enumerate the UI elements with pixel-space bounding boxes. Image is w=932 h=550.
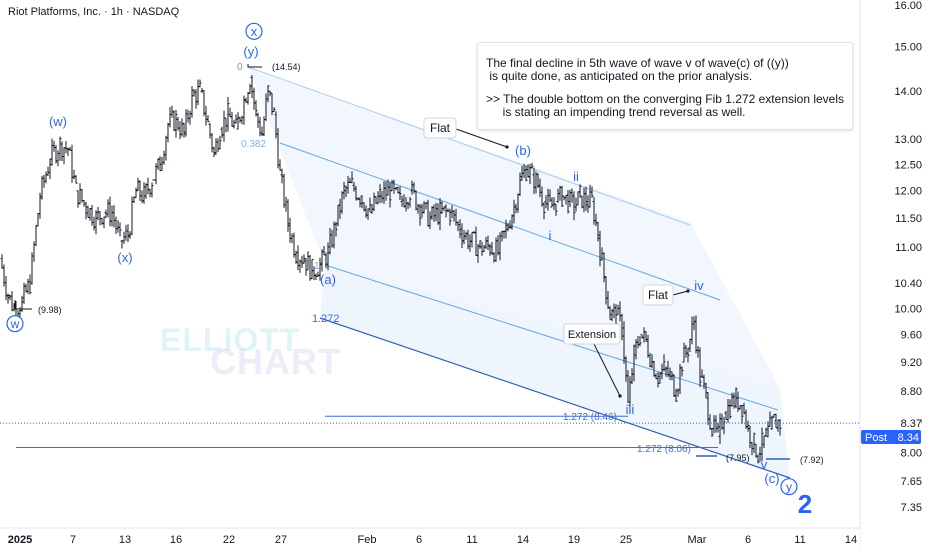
last-price-badge bbox=[861, 416, 921, 431]
wave-circle bbox=[245, 22, 263, 40]
note-line-3: >> The double bottom on the converging F… bbox=[486, 92, 845, 106]
callout-text: Flat bbox=[648, 288, 669, 302]
callout-box bbox=[642, 284, 674, 306]
fib-label: 1 bbox=[314, 261, 320, 272]
chart-title: Riot Platforms, Inc. · 1h · NASDAQ bbox=[8, 6, 180, 18]
candles-layer bbox=[0, 75, 782, 464]
callout-pointer bbox=[593, 343, 621, 397]
fib-label: 1.272 bbox=[312, 313, 340, 325]
x-tick-label: 6 bbox=[416, 534, 422, 546]
labels-layer: w(w)(x)x(y)(a)(b)iiiiiiivv(c)y2FlatFlatE… bbox=[6, 22, 812, 519]
levels-layer: (14.54) (9.98) (7.95) (7.92) 0 0.382 1 1.272 1.2… bbox=[0, 62, 860, 465]
x-tick-label: 22 bbox=[223, 534, 235, 546]
x-tick-label: 13 bbox=[119, 534, 131, 546]
wave-label: 2 bbox=[798, 489, 812, 519]
last-price-label: 8.37 bbox=[901, 418, 922, 430]
callout-pointer bbox=[672, 290, 689, 296]
x-tick-label: 19 bbox=[568, 534, 580, 546]
y-tick-label: 14.00 bbox=[894, 86, 922, 98]
callout-box bbox=[423, 117, 457, 139]
y-tick-label: 10.00 bbox=[894, 303, 922, 315]
x-tick-label: Mar bbox=[688, 534, 707, 546]
x-tick-label: 11 bbox=[794, 534, 805, 546]
y-tick-label: 12.00 bbox=[894, 186, 922, 198]
channel-line-base bbox=[324, 264, 779, 411]
level-bracket-998 bbox=[14, 300, 32, 310]
y-tick-label: 15.00 bbox=[894, 42, 922, 54]
wave-label: (w) bbox=[49, 114, 67, 129]
callout-dot bbox=[618, 394, 622, 398]
y-tick-label: 7.65 bbox=[901, 476, 922, 488]
wave-label: w bbox=[10, 317, 20, 331]
y-tick-label: 9.20 bbox=[901, 357, 922, 369]
callout-text: Flat bbox=[430, 121, 451, 135]
level-bracket-1454 bbox=[247, 64, 262, 68]
x-tick-label: 11 bbox=[466, 534, 477, 546]
y-tick-label: 12.50 bbox=[894, 159, 922, 171]
channel-line-mid bbox=[279, 142, 721, 301]
wave-label: (x) bbox=[117, 250, 132, 265]
x-tick-label: 25 bbox=[620, 534, 632, 546]
time-axis-bg bbox=[0, 528, 860, 550]
x-tick-label: Feb bbox=[358, 534, 377, 546]
callout-text: Extension bbox=[568, 329, 616, 341]
y-tick-label: 11.00 bbox=[895, 242, 922, 254]
wave-label: iii bbox=[626, 402, 635, 417]
fib-label: 1.272 (8.06) bbox=[637, 444, 691, 455]
x-tick-label: 16 bbox=[170, 534, 182, 546]
price-level-label: (14.54) bbox=[272, 62, 301, 72]
post-price-label: 8.34 bbox=[898, 432, 919, 444]
y-tick-label: 8.00 bbox=[901, 447, 922, 459]
x-tick-label: 7 bbox=[70, 534, 76, 546]
y-tick-label: 7.35 bbox=[901, 502, 922, 514]
wave-label: x bbox=[251, 24, 258, 39]
channel-line-top bbox=[247, 66, 691, 226]
wave-label: (b) bbox=[515, 143, 531, 158]
price-level-label: (7.92) bbox=[800, 455, 824, 465]
wave-label: y bbox=[786, 480, 792, 494]
fib-label: 1.272 (8.46) bbox=[563, 412, 617, 423]
channels-layer bbox=[247, 66, 791, 479]
y-tick-label: 16.00 bbox=[894, 0, 922, 12]
x-tick-label: 6 bbox=[745, 534, 751, 546]
fib-label: 0.382 bbox=[241, 139, 266, 150]
y-tick-label: 13.00 bbox=[894, 134, 922, 146]
callout-pointer bbox=[455, 128, 508, 148]
fib-label: 0 bbox=[237, 62, 243, 73]
y-tick-label: 9.60 bbox=[901, 330, 922, 342]
post-label: Post bbox=[865, 432, 887, 444]
x-tick-label: 14 bbox=[517, 534, 529, 546]
x-tick-label: 2025 bbox=[8, 534, 32, 546]
note-line-1: The final decline in 5th wave of wave v … bbox=[486, 56, 789, 70]
wave-label: i bbox=[549, 228, 552, 243]
analysis-note: The final decline in 5th wave of wave v … bbox=[477, 42, 853, 130]
price-level-label: (7.95) bbox=[726, 453, 750, 463]
channel-line-lower bbox=[319, 317, 791, 479]
note-line-4: is stating an impending trend reversal a… bbox=[486, 105, 746, 119]
channel-fill-lower bbox=[320, 265, 790, 478]
wave-circle bbox=[6, 315, 24, 333]
post-price-badge bbox=[861, 430, 921, 444]
wave-label: (y) bbox=[243, 44, 258, 59]
wave-circle bbox=[780, 478, 798, 496]
y-tick-label: 11.50 bbox=[895, 213, 922, 225]
callout-box bbox=[563, 323, 621, 345]
callout-dot bbox=[686, 289, 690, 293]
wave-label: v bbox=[761, 457, 768, 472]
wave-label: (c) bbox=[764, 471, 779, 486]
y-tick-label: 10.40 bbox=[894, 278, 922, 290]
price-level-label: (9.98) bbox=[38, 305, 62, 315]
wave-label: (a) bbox=[320, 272, 336, 287]
wave-label: ii bbox=[573, 169, 579, 184]
note-line-2: is quite done, as anticipated on the pri… bbox=[486, 69, 753, 83]
x-tick-label: 27 bbox=[275, 534, 287, 546]
price-axis-bg bbox=[860, 0, 932, 550]
callout-dot bbox=[505, 145, 509, 149]
wave-label: iv bbox=[694, 278, 704, 293]
x-tick-label: 14 bbox=[845, 534, 857, 546]
channel-fill-upper bbox=[248, 67, 780, 388]
y-tick-label: 8.80 bbox=[901, 386, 922, 398]
